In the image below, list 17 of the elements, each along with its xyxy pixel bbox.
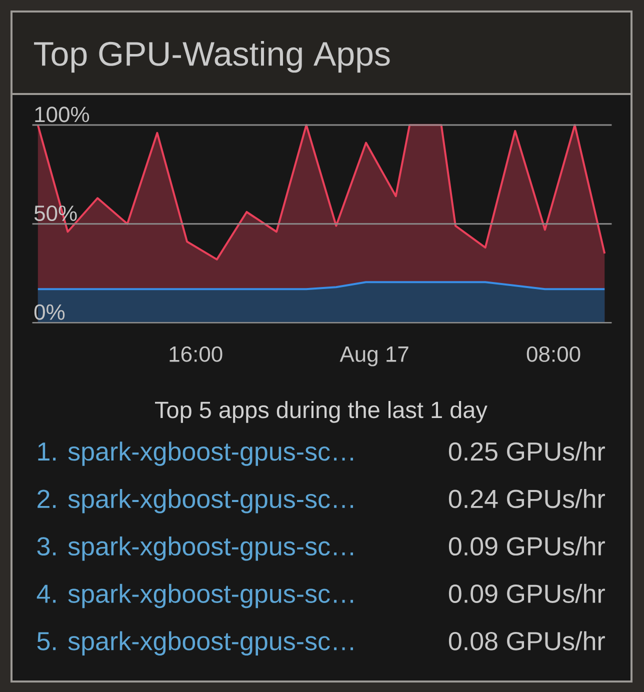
text: 0.09 GPUs/hr [448,536,605,556]
category-label: 3. spark-xgboost-gpus-sc… [37,536,353,561]
x-tick-label: 16:00 [170,346,222,362]
category-label: 2. spark-xgboost-gpus-sc… [38,489,353,514]
chart-title: Top GPU-Wasting Apps [34,40,390,73]
category-label: 1. spark-xgboost-gpus-sc… [38,442,353,466]
text: 0.08 GPUs/hr [448,631,605,650]
y-tick-label: 0% [34,304,65,320]
text: 0.25 GPUs/hr [448,442,605,461]
category-label: 4. spark-xgboost-gpus-sc… [36,584,353,608]
y-tick-label: 100% [35,106,90,122]
x-tick-label: 08:00 [526,346,580,362]
text: 0.24 GPUs/hr [448,489,605,508]
x-tick-label: Aug 17 [340,346,408,366]
text: Top 5 apps during the last 1 day [155,400,488,423]
category-label: 5. spark-xgboost-gpus-sc… [37,631,353,656]
text: 0.09 GPUs/hr [448,584,605,603]
